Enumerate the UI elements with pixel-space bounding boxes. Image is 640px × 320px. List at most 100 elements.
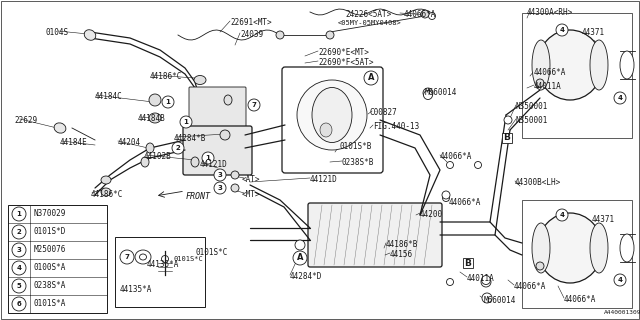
- Circle shape: [202, 152, 214, 164]
- Ellipse shape: [191, 157, 199, 167]
- Ellipse shape: [447, 278, 454, 285]
- Text: 44184E: 44184E: [60, 138, 88, 147]
- Text: 0101S*B: 0101S*B: [340, 142, 372, 151]
- Text: 4: 4: [618, 277, 623, 283]
- Text: 44284*D: 44284*D: [290, 272, 323, 281]
- Text: 1: 1: [205, 155, 211, 161]
- Circle shape: [12, 297, 26, 311]
- Text: A: A: [368, 74, 374, 83]
- Ellipse shape: [276, 31, 284, 39]
- Ellipse shape: [504, 134, 512, 142]
- Ellipse shape: [429, 12, 435, 20]
- Text: 24039: 24039: [240, 30, 263, 39]
- Ellipse shape: [447, 162, 454, 169]
- Circle shape: [12, 225, 26, 239]
- Text: M660014: M660014: [484, 296, 516, 305]
- Text: 44300B<LH>: 44300B<LH>: [515, 178, 561, 187]
- Text: 44066*A: 44066*A: [514, 282, 547, 291]
- Circle shape: [556, 209, 568, 221]
- Text: A440001309: A440001309: [604, 310, 640, 315]
- Text: 44066*A: 44066*A: [564, 295, 596, 304]
- Text: 3: 3: [218, 185, 223, 191]
- Text: 0104S: 0104S: [45, 28, 68, 37]
- Text: 7: 7: [252, 102, 257, 108]
- Text: 4: 4: [17, 265, 22, 271]
- Ellipse shape: [101, 188, 111, 196]
- Ellipse shape: [135, 250, 151, 264]
- Text: N350001: N350001: [516, 102, 548, 111]
- Text: <MT>: <MT>: [242, 190, 260, 199]
- Text: 44066*A: 44066*A: [534, 68, 566, 77]
- Text: A: A: [297, 253, 303, 262]
- Text: 2: 2: [17, 229, 21, 235]
- Text: N350001: N350001: [516, 116, 548, 125]
- Text: 4: 4: [559, 212, 564, 218]
- Ellipse shape: [326, 31, 334, 39]
- Text: 1: 1: [184, 119, 188, 125]
- Text: 24226<5AT>: 24226<5AT>: [345, 10, 391, 19]
- Ellipse shape: [442, 191, 450, 199]
- Ellipse shape: [620, 51, 634, 79]
- Text: <05MY-05MY0408>: <05MY-05MY0408>: [338, 20, 402, 26]
- Text: N370029: N370029: [34, 210, 67, 219]
- Circle shape: [214, 169, 226, 181]
- Ellipse shape: [54, 123, 66, 133]
- Text: 0101S*C: 0101S*C: [173, 256, 203, 262]
- Text: FIG.440-13: FIG.440-13: [373, 122, 419, 131]
- Ellipse shape: [423, 88, 433, 98]
- Text: 44135*A: 44135*A: [120, 284, 152, 293]
- Text: 0238S*A: 0238S*A: [34, 282, 67, 291]
- Circle shape: [12, 261, 26, 275]
- Text: 44371: 44371: [582, 28, 605, 37]
- Text: 44011A: 44011A: [467, 274, 495, 283]
- Text: 4: 4: [559, 27, 564, 33]
- Ellipse shape: [590, 40, 608, 90]
- Bar: [463, 258, 473, 268]
- Text: 44186*C: 44186*C: [91, 190, 124, 199]
- Text: 44066*A: 44066*A: [440, 152, 472, 161]
- Circle shape: [120, 250, 134, 264]
- Bar: [8, 205, 107, 313]
- Text: M660014: M660014: [425, 88, 458, 97]
- Text: 4: 4: [618, 95, 623, 101]
- Text: FRONT: FRONT: [186, 192, 211, 201]
- Ellipse shape: [481, 277, 491, 287]
- Ellipse shape: [312, 87, 352, 142]
- FancyBboxPatch shape: [189, 87, 246, 129]
- Text: 3: 3: [218, 172, 223, 178]
- Ellipse shape: [224, 95, 232, 105]
- Text: 44371: 44371: [592, 215, 615, 224]
- Circle shape: [556, 24, 568, 36]
- Text: 44121D: 44121D: [310, 175, 338, 184]
- FancyBboxPatch shape: [282, 67, 383, 173]
- Bar: [522, 13, 632, 138]
- FancyBboxPatch shape: [308, 203, 442, 267]
- Circle shape: [248, 99, 260, 111]
- Circle shape: [614, 274, 626, 286]
- Ellipse shape: [590, 223, 608, 273]
- Bar: [502, 133, 512, 143]
- Ellipse shape: [149, 113, 161, 123]
- Circle shape: [172, 142, 184, 154]
- Text: 22690*F<5AT>: 22690*F<5AT>: [318, 58, 374, 67]
- Circle shape: [12, 207, 26, 221]
- Circle shape: [364, 71, 378, 85]
- Text: 7: 7: [125, 254, 129, 260]
- Text: 44184B: 44184B: [138, 114, 166, 123]
- Ellipse shape: [532, 223, 550, 273]
- Text: C00827: C00827: [370, 108, 397, 117]
- Ellipse shape: [442, 195, 449, 202]
- Ellipse shape: [421, 10, 429, 18]
- Text: 44204: 44204: [118, 138, 141, 147]
- Text: 1: 1: [166, 99, 170, 105]
- Circle shape: [162, 96, 174, 108]
- Circle shape: [214, 182, 226, 194]
- Ellipse shape: [532, 40, 550, 90]
- Text: 44066*A: 44066*A: [404, 10, 436, 19]
- Ellipse shape: [140, 254, 147, 260]
- Ellipse shape: [481, 276, 490, 284]
- Text: 44066*A: 44066*A: [449, 198, 481, 207]
- Ellipse shape: [474, 162, 481, 169]
- Ellipse shape: [161, 255, 168, 262]
- Text: 44186*B: 44186*B: [386, 240, 419, 249]
